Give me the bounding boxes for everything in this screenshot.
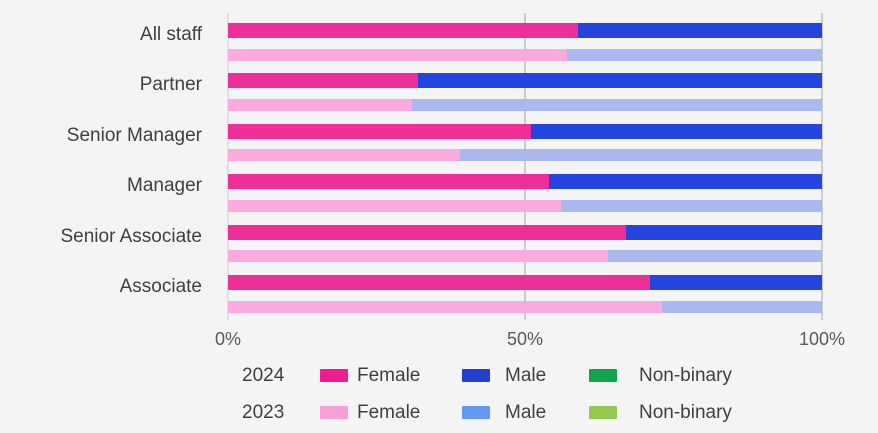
segment-female-2024	[228, 23, 579, 38]
category-label-senior-associate: Senior Associate	[60, 225, 202, 247]
segment-male-2023	[459, 149, 822, 162]
bar-2023	[228, 98, 822, 111]
legend-year-2024: 2024	[242, 365, 285, 386]
legend-swatch-non-binary-2023	[589, 406, 617, 419]
segment-female-2024	[228, 123, 531, 139]
legend-label-non-binary-2024: Non-binary	[639, 365, 732, 386]
bar-2024	[228, 73, 822, 89]
legend-swatch-male-2024	[462, 369, 490, 382]
legend-label-female-2024: Female	[357, 365, 421, 386]
bar-2024	[228, 275, 822, 290]
x-axis-tick-50: 50%	[506, 329, 544, 349]
gridline-0	[227, 13, 229, 320]
x-axis-tick-0: 0%	[214, 329, 242, 349]
bar-2024	[228, 123, 822, 139]
segment-female-2023	[228, 98, 413, 111]
category-label-senior-manager: Senior Manager	[66, 124, 202, 146]
segment-female-2024	[228, 224, 626, 240]
segment-male-2024	[578, 23, 822, 38]
segment-female-2023	[228, 48, 567, 61]
legend: 2024 Female Male Non-binary 2023 Female Male No…	[242, 365, 802, 427]
segment-female-2023	[228, 250, 609, 263]
category-label-manager: Manager	[127, 175, 202, 197]
x-axis-tick-100: 100%	[798, 329, 846, 349]
segment-male-2023	[566, 48, 822, 61]
gridline-50	[524, 13, 526, 320]
segment-male-2024	[548, 174, 822, 190]
category-label-associate: Associate	[119, 276, 202, 297]
segment-female-2023	[228, 149, 460, 162]
legend-swatch-female-2023	[320, 406, 348, 419]
segment-male-2023	[412, 98, 822, 111]
bar-2024	[228, 224, 822, 240]
segment-male-2024	[625, 224, 822, 240]
segment-female-2023	[228, 199, 561, 212]
legend-year-2023: 2023	[242, 402, 285, 423]
segment-female-2024	[228, 174, 549, 190]
legend-label-male-2023: Male	[505, 402, 547, 423]
bar-2023	[228, 149, 822, 162]
bar-2024	[228, 174, 822, 190]
bar-2024	[228, 23, 822, 38]
segment-male-2024	[649, 275, 822, 290]
segment-male-2024	[530, 123, 822, 139]
category-label-partner: Partner	[139, 74, 202, 96]
segment-male-2023	[608, 250, 822, 263]
bar-2023	[228, 48, 822, 61]
category-label-all-staff: All staff	[140, 24, 202, 45]
segment-male-2023	[661, 300, 822, 313]
segment-female-2024	[228, 275, 650, 290]
segment-female-2024	[228, 73, 419, 89]
segment-male-2023	[560, 199, 822, 212]
legend-swatch-male-2023	[462, 406, 490, 419]
legend-label-female-2023: Female	[357, 402, 421, 423]
legend-row-2023: 2023 Female Male Non-binary	[242, 402, 802, 428]
bar-2023	[228, 199, 822, 212]
legend-swatch-non-binary-2024	[589, 369, 617, 382]
segment-female-2023	[228, 300, 662, 313]
gridline-100	[821, 13, 823, 320]
legend-label-non-binary-2023: Non-binary	[639, 402, 732, 423]
legend-row-2024: 2024 Female Male Non-binary	[242, 365, 802, 391]
bar-2023	[228, 250, 822, 263]
segment-male-2024	[418, 73, 822, 89]
legend-label-male-2024: Male	[505, 365, 547, 386]
legend-swatch-female-2024	[320, 369, 348, 382]
bar-2023	[228, 300, 822, 313]
